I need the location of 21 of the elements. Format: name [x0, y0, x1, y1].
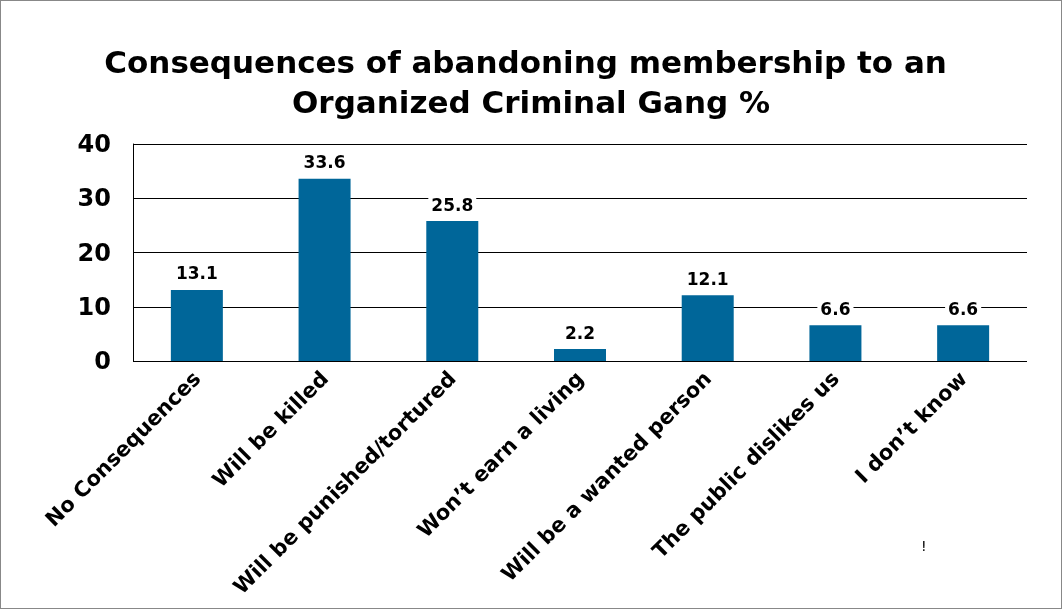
data-label: 13.1: [175, 263, 218, 284]
data-label: 6.6: [948, 298, 979, 319]
y-tick-label: 20: [77, 238, 111, 267]
data-label: 6.6: [820, 298, 851, 319]
data-label: 33.6: [303, 152, 346, 173]
y-tick-label: 10: [77, 292, 111, 321]
y-tick-label: 40: [77, 130, 111, 158]
y-tick-label: 0: [94, 347, 111, 375]
chart-title: Consequences of abandoning membership to an Organized Criminal Gang %: [104, 44, 958, 120]
data-label: 2.2: [564, 322, 596, 343]
bar: [298, 178, 351, 361]
data-label: 12.1: [686, 268, 729, 289]
bar: [554, 349, 606, 361]
y-tick-label: 30: [77, 184, 111, 213]
bar: [809, 325, 862, 361]
bar: [937, 325, 990, 361]
data-label: 25.8: [431, 194, 474, 215]
bar: [426, 221, 479, 361]
bar: [170, 289, 223, 361]
bar: [681, 295, 734, 361]
text: !: [921, 538, 927, 554]
